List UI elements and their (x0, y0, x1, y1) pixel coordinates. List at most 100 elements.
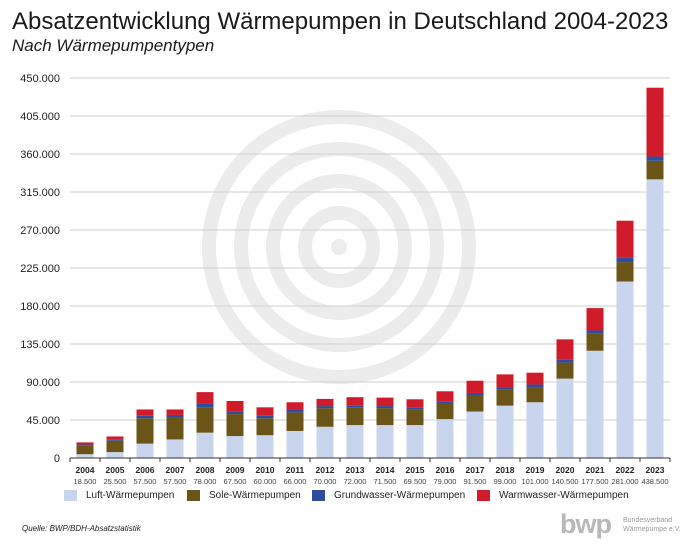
bar-segment (346, 397, 364, 406)
bar-segment (646, 160, 664, 180)
bar-segment (616, 220, 634, 258)
bwp-logo: bwp Bundesverband Wärmepumpe e.V. (560, 509, 690, 541)
bar-segment (166, 414, 184, 418)
bar-segment (436, 419, 454, 458)
bar-segment (256, 415, 274, 419)
x-tick-label: 2018 (496, 465, 515, 475)
bar-segment (466, 395, 484, 412)
total-label: 57.500 (164, 477, 187, 486)
bar-segment (556, 378, 574, 458)
bar-segment (406, 407, 424, 410)
bar-segment (316, 406, 334, 409)
bar-segment (136, 418, 154, 444)
bar-segment (226, 414, 244, 437)
bar-segment (436, 403, 454, 420)
y-axis-ticks: 0 45.000 90.000 135.000 180.000 225.000 270.00… (20, 73, 60, 465)
total-label: 18.500 (74, 477, 97, 486)
y-tick-label: 270.000 (20, 225, 60, 237)
legend-swatch-grundwasser (312, 490, 325, 501)
y-tick-label: 90.000 (26, 377, 60, 389)
total-label: 177.500 (581, 477, 608, 486)
x-tick-label: 2017 (466, 465, 485, 475)
legend-item-sole: Sole-Wärmepumpen (187, 490, 301, 501)
chart-subtitle: Nach Wärmepumpentypen (12, 36, 215, 55)
legend-label-grundwasser: Grundwasser-Wärmepumpen (334, 490, 466, 501)
bar-segment (106, 436, 124, 440)
bar-segment (376, 397, 394, 407)
bar-segment (586, 333, 604, 351)
total-label: 66.000 (284, 477, 307, 486)
total-label: 79.000 (434, 477, 457, 486)
x-tick-label: 2013 (346, 465, 365, 475)
bar-segment (466, 411, 484, 458)
bar-segment (586, 350, 604, 458)
total-label: 60.000 (254, 477, 277, 486)
legend-label-luft: Luft-Wärmepumpen (86, 490, 175, 501)
y-tick-label: 135.000 (20, 339, 60, 351)
bar-segment (526, 387, 544, 403)
x-tick-label: 2004 (76, 465, 95, 475)
bar-segment (76, 445, 94, 455)
bar-segment (136, 415, 154, 419)
bar-segment (496, 387, 514, 390)
y-tick-label: 405.000 (20, 111, 60, 123)
bar-segment (196, 392, 214, 404)
bar-segment (496, 405, 514, 458)
bar-segment (166, 409, 184, 415)
total-label: 438.500 (641, 477, 668, 486)
x-tick-label: 2021 (586, 465, 605, 475)
bar-segment (256, 418, 274, 436)
legend-swatch-warmwasser (477, 490, 490, 501)
bar-segment (256, 407, 274, 416)
axes (69, 457, 671, 462)
bar-segment (406, 409, 424, 426)
total-label: 70.000 (314, 477, 337, 486)
bar-segment (526, 402, 544, 458)
bar-segment (106, 440, 124, 453)
logo-line-1: Bundesverband (623, 517, 673, 524)
legend: Luft-Wärmepumpen Sole-Wärmepumpen Grundw… (64, 490, 664, 506)
bar-segment (106, 439, 124, 441)
bar-segment (436, 401, 454, 404)
x-tick-label: 2022 (616, 465, 635, 475)
total-label: 67.500 (224, 477, 247, 486)
x-tick-label: 2019 (526, 465, 545, 475)
legend-swatch-sole (187, 490, 200, 501)
legend-swatch-luft (64, 490, 77, 501)
bar-segment (616, 281, 634, 458)
bar-segment (526, 372, 544, 385)
bar-segment (646, 179, 664, 459)
bar-segment (76, 442, 94, 445)
bar-segment (616, 262, 634, 282)
bar-segment (196, 432, 214, 458)
bar-segment (406, 425, 424, 458)
bar-segment (76, 454, 94, 458)
x-tick-label: 2006 (136, 465, 155, 475)
y-tick-label: 45.000 (26, 415, 60, 427)
legend-item-grundwasser: Grundwasser-Wärmepumpen (312, 490, 465, 501)
bars-group (76, 87, 664, 459)
bar-segment (136, 409, 154, 416)
bar-segment (286, 430, 304, 458)
legend-item-warmwasser: Warmwasser-Wärmepumpen (477, 490, 629, 501)
total-label: 57.500 (134, 477, 157, 486)
x-tick-label: 2009 (226, 465, 245, 475)
bar-segment (406, 399, 424, 408)
bar-segment (286, 402, 304, 410)
bar-segment (466, 392, 484, 396)
bar-segment (586, 308, 604, 331)
bar-segment (556, 339, 574, 360)
total-label: 72.000 (344, 477, 367, 486)
bar-segment (136, 443, 154, 458)
x-tick-label: 2005 (106, 465, 125, 475)
spiral-watermark-icon (202, 110, 476, 384)
bar-segment (256, 435, 274, 458)
bar-segment (316, 426, 334, 458)
bar-segment (346, 405, 364, 408)
bar-segment (586, 330, 604, 334)
bar-segment (646, 156, 664, 161)
total-label: 25.500 (104, 477, 127, 486)
bar-segment (76, 444, 94, 446)
total-label: 71.500 (374, 477, 397, 486)
x-tick-label: 2023 (646, 465, 665, 475)
